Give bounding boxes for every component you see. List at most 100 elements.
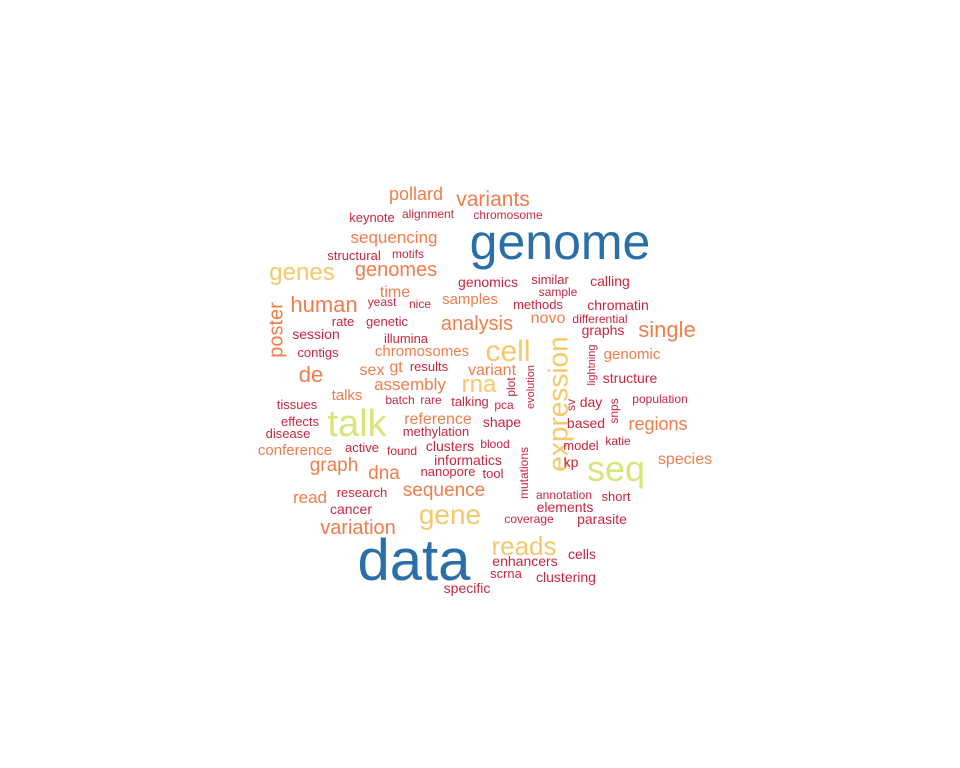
word-kp: kp (564, 454, 579, 470)
word-keynote: keynote (349, 210, 395, 225)
word-sample: sample (539, 285, 578, 299)
word-cancer: cancer (330, 501, 372, 517)
word-population: population (632, 392, 687, 406)
word-research: research (337, 485, 388, 500)
word-novo: novo (531, 310, 566, 327)
word-read: read (293, 488, 327, 507)
word-model: model (563, 438, 599, 453)
word-sequence: sequence (403, 480, 485, 501)
word-sequencing: sequencing (351, 228, 438, 247)
word-rate: rate (332, 314, 354, 329)
word-conference: conference (258, 442, 332, 459)
word-pca: pca (494, 398, 514, 412)
word-assembly: assembly (374, 375, 446, 394)
word-reference: reference (404, 411, 472, 428)
word-chromatin: chromatin (587, 297, 648, 313)
word-variation: variation (320, 517, 396, 539)
word-samples: samples (442, 291, 498, 308)
word-variant: variant (468, 362, 517, 379)
word-disease: disease (266, 426, 311, 441)
word-day: day (580, 394, 603, 410)
word-sex: sex (360, 362, 385, 379)
word-human: human (290, 292, 357, 317)
word-plot: plot (504, 377, 518, 397)
word-single: single (638, 317, 695, 342)
word-structural: structural (327, 248, 381, 263)
word-methods: methods (513, 297, 563, 312)
word-active: active (345, 440, 379, 455)
word-time: time (380, 284, 410, 301)
word-species: species (658, 451, 712, 468)
word-graph: graph (310, 455, 359, 476)
word-similar: similar (531, 272, 569, 287)
word-reads: reads (491, 531, 556, 561)
word-talks: talks (332, 387, 363, 404)
word-yeast: yeast (368, 295, 397, 309)
word-elements: elements (537, 499, 594, 515)
word-alignment: alignment (402, 207, 455, 221)
word-clustering: clustering (536, 569, 596, 585)
word-evolution: evolution (525, 365, 537, 409)
word-analysis: analysis (441, 313, 513, 335)
word-regions: regions (628, 414, 687, 434)
word-cells: cells (568, 546, 596, 562)
word-parasite: parasite (577, 511, 627, 527)
word-rare: rare (420, 393, 442, 407)
word-genomic: genomic (604, 346, 661, 363)
word-lightning: lightning (586, 345, 598, 386)
word-effects: effects (281, 414, 320, 429)
word-nanopore: nanopore (421, 464, 476, 479)
word-informatics: informatics (434, 452, 502, 468)
word-mutations: mutations (517, 447, 531, 499)
word-short: short (602, 489, 631, 504)
word-methylation: methylation (403, 424, 469, 439)
word-talk: talk (327, 403, 387, 445)
word-sv: sv (564, 399, 578, 411)
word-graphs: graphs (582, 322, 625, 338)
word-results: results (410, 359, 449, 374)
word-poster: poster (265, 302, 287, 358)
word-pollard: pollard (389, 184, 443, 204)
word-dna: dna (368, 463, 400, 484)
word-shape: shape (483, 414, 521, 430)
word-gt: gt (389, 359, 403, 376)
word-chromosomes: chromosomes (375, 343, 469, 360)
word-tool: tool (483, 466, 504, 481)
word-genome: genome (470, 214, 651, 270)
word-structure: structure (603, 370, 658, 386)
word-seq: seq (587, 448, 645, 489)
word-clusters: clusters (426, 438, 474, 454)
word-talking: talking (451, 394, 489, 409)
word-session: session (292, 326, 339, 342)
word-based: based (567, 415, 605, 431)
word-katie: katie (605, 434, 631, 448)
word-motifs: motifs (392, 247, 424, 261)
word-contigs: contigs (297, 345, 339, 360)
word-variants: variants (456, 188, 530, 211)
word-genetic: genetic (366, 314, 408, 329)
word-chromosome: chromosome (473, 208, 543, 222)
word-coverage: coverage (504, 512, 554, 526)
word-scrna: scrna (490, 566, 523, 581)
word-cell: cell (485, 335, 530, 368)
word-annotation: annotation (536, 488, 592, 502)
word-batch: batch (385, 393, 414, 407)
word-genomics: genomics (458, 274, 518, 290)
word-differential: differential (572, 312, 627, 326)
word-genes: genes (269, 259, 334, 286)
word-genomes: genomes (355, 259, 437, 281)
word-rna: rna (462, 371, 497, 398)
word-snps: snps (607, 398, 621, 423)
word-nice: nice (409, 297, 431, 311)
word-illumina: illumina (384, 331, 429, 346)
word-tissues: tissues (277, 397, 318, 412)
word-found: found (387, 444, 417, 458)
word-de: de (299, 362, 323, 387)
word-enhancers: enhancers (492, 553, 557, 569)
word-expression: expression (542, 336, 573, 471)
word-calling: calling (590, 273, 630, 289)
word-data: data (358, 528, 472, 593)
word-blood: blood (480, 437, 509, 451)
